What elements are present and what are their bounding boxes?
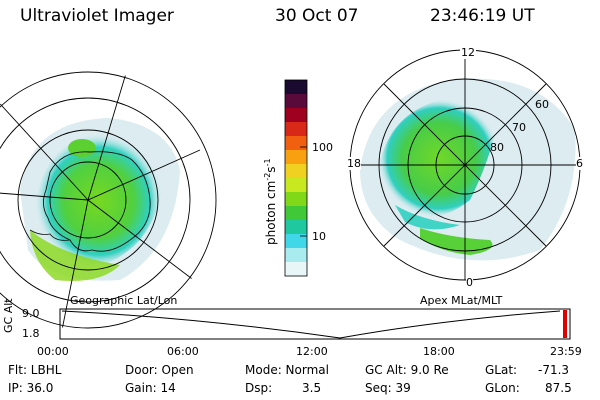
colorbar (284, 79, 308, 277)
dsp-label: Dsp: (245, 381, 273, 395)
left-panel-label: Geographic Lat/Lon (70, 294, 178, 307)
timeline-xtick-2359: 23:59 (550, 345, 582, 358)
magnetic-polar-plot (349, 49, 581, 281)
gain-info: Gain: 14 (125, 381, 176, 395)
aurora-emission-left (35, 133, 163, 269)
colorbar-unit-exp2: -1 (263, 158, 272, 167)
aurora-spot-left (68, 139, 96, 157)
colorbar-segment (285, 108, 307, 123)
colorbar-segment (285, 178, 307, 193)
aurora-arc-right (420, 228, 493, 255)
glon-value: 87.5 (545, 381, 572, 395)
timeline-axis-label: GC Alt (2, 298, 15, 333)
dsp-value: 3.5 (302, 381, 322, 395)
geographic-map (0, 70, 218, 330)
colorbar-segment (285, 262, 307, 277)
colorbar-segment (285, 192, 307, 207)
colorbar-segment (285, 234, 307, 249)
colorbar-segment (285, 164, 307, 179)
mlt-label-12: 12 (460, 46, 476, 59)
colorbar-segment (285, 220, 307, 235)
right-panel-label: Apex MLat/MLT (420, 294, 503, 307)
mlt-meridians (350, 50, 580, 280)
mlat-label-60: 60 (535, 98, 549, 111)
colorbar-segment (285, 150, 307, 165)
colorbar-tick-10: 10 (312, 230, 326, 243)
aurora-emission-right (378, 99, 500, 218)
glat-label: GLat: (485, 363, 518, 377)
mlat-label-80: 80 (490, 141, 504, 154)
colorbar-tick-100: 100 (312, 141, 333, 154)
altitude-trace (61, 310, 561, 339)
mode-info: Mode: Normal (245, 363, 329, 377)
mlt-label-0: 0 (466, 276, 473, 289)
current-time-marker (563, 310, 567, 338)
timeline-xtick-0600: 06:00 (167, 345, 199, 358)
timeline-xtick-1200: 12:00 (296, 345, 328, 358)
image-title: Ultraviolet Imager (20, 6, 174, 26)
glat-value: -71.3 (538, 363, 570, 377)
meridians (0, 70, 218, 330)
colorbar-unit: photon cm (264, 180, 278, 245)
mlt-label-6: 6 (576, 157, 583, 170)
colorbar-unit-exp1: -2 (263, 172, 272, 181)
altitude-timeline (59, 308, 571, 340)
ip-info: IP: 36.0 (8, 381, 54, 395)
glon-label: GLon: (485, 381, 520, 395)
latitude-circles (0, 70, 218, 330)
colorbar-segment (285, 122, 307, 137)
colorbar-segment (285, 248, 307, 263)
colorbar-unit-mid: s (264, 166, 278, 173)
colorbar-unit-label: photon cm-2s-1 (263, 158, 278, 245)
mlt-label-18: 18 (347, 157, 361, 170)
filter-info: Flt: LBHL (8, 363, 62, 377)
door-info: Door: Open (125, 363, 194, 377)
coastline (43, 151, 151, 252)
image-time: 23:46:19 UT (430, 6, 535, 26)
colorbar-segment (285, 136, 307, 151)
image-date: 30 Oct 07 (275, 6, 359, 26)
timeline-ytick-1-8: 1.8 (22, 327, 40, 340)
gcalt-info: GC Alt: 9.0 Re (365, 363, 449, 377)
colorbar-segment (285, 80, 307, 95)
colorbar-segment (285, 206, 307, 221)
timeline-ytick-9: 9.0 (22, 307, 40, 320)
mlat-label-70: 70 (512, 121, 526, 134)
seq-info: Seq: 39 (365, 381, 411, 395)
timeline-xtick-0000: 00:00 (37, 345, 69, 358)
colorbar-segment (285, 94, 307, 109)
timeline-xtick-1800: 18:00 (423, 345, 455, 358)
